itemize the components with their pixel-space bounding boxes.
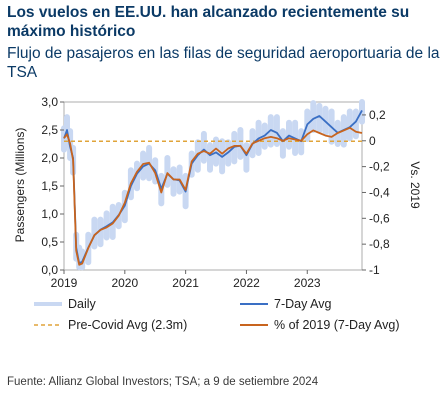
y-tick-label: 2,0 (41, 151, 58, 165)
avg7-series-line (63, 109, 363, 265)
y-axis-label: Passengers (Millions) (13, 128, 27, 243)
y2-tick-label: -0,2 (369, 160, 390, 174)
x-tick-label: 2022 (233, 276, 260, 290)
x-tick-label: 2023 (294, 276, 321, 290)
y2-tick-label: -0,8 (369, 237, 390, 251)
y2-tick-label: -0,4 (369, 185, 390, 199)
chart-title: Los vuelos en EE.UU. han alcanzado recie… (7, 4, 410, 40)
legend-entry: % of 2019 (7-Day Avg) (274, 318, 400, 332)
legend-entry: Pre-Covid Avg (2.3m) (68, 318, 187, 332)
x-tick-label: 2019 (51, 276, 78, 290)
y-tick-label: 0,5 (41, 235, 58, 249)
y-tick-label: 0,0 (41, 263, 58, 277)
y-tick-label: 3,0 (41, 95, 58, 109)
y-tick-label: 1,5 (41, 179, 58, 193)
source-note: Fuente: Allianz Global Investors; TSA; a… (7, 376, 319, 388)
legend-entry: Daily (68, 297, 97, 311)
y2-axis-label: Vs. 2019 (408, 161, 422, 209)
y2-tick-label: 0,2 (369, 108, 386, 122)
pct2019-series-line (63, 126, 363, 266)
daily-series (61, 99, 365, 271)
y-tick-label: 1,0 (41, 207, 58, 221)
y2-tick-label: 0 (369, 134, 376, 148)
chart-subtitle: Flujo de pasajeros en las filas de segur… (7, 45, 440, 81)
legend-entry: 7-Day Avg (274, 297, 331, 311)
y2-tick-label: -0,6 (369, 211, 390, 225)
y2-tick-label: -1 (369, 263, 380, 277)
x-tick-label: 2020 (111, 276, 138, 290)
x-tick-label: 2021 (172, 276, 199, 290)
y-tick-label: 2,5 (41, 123, 58, 137)
